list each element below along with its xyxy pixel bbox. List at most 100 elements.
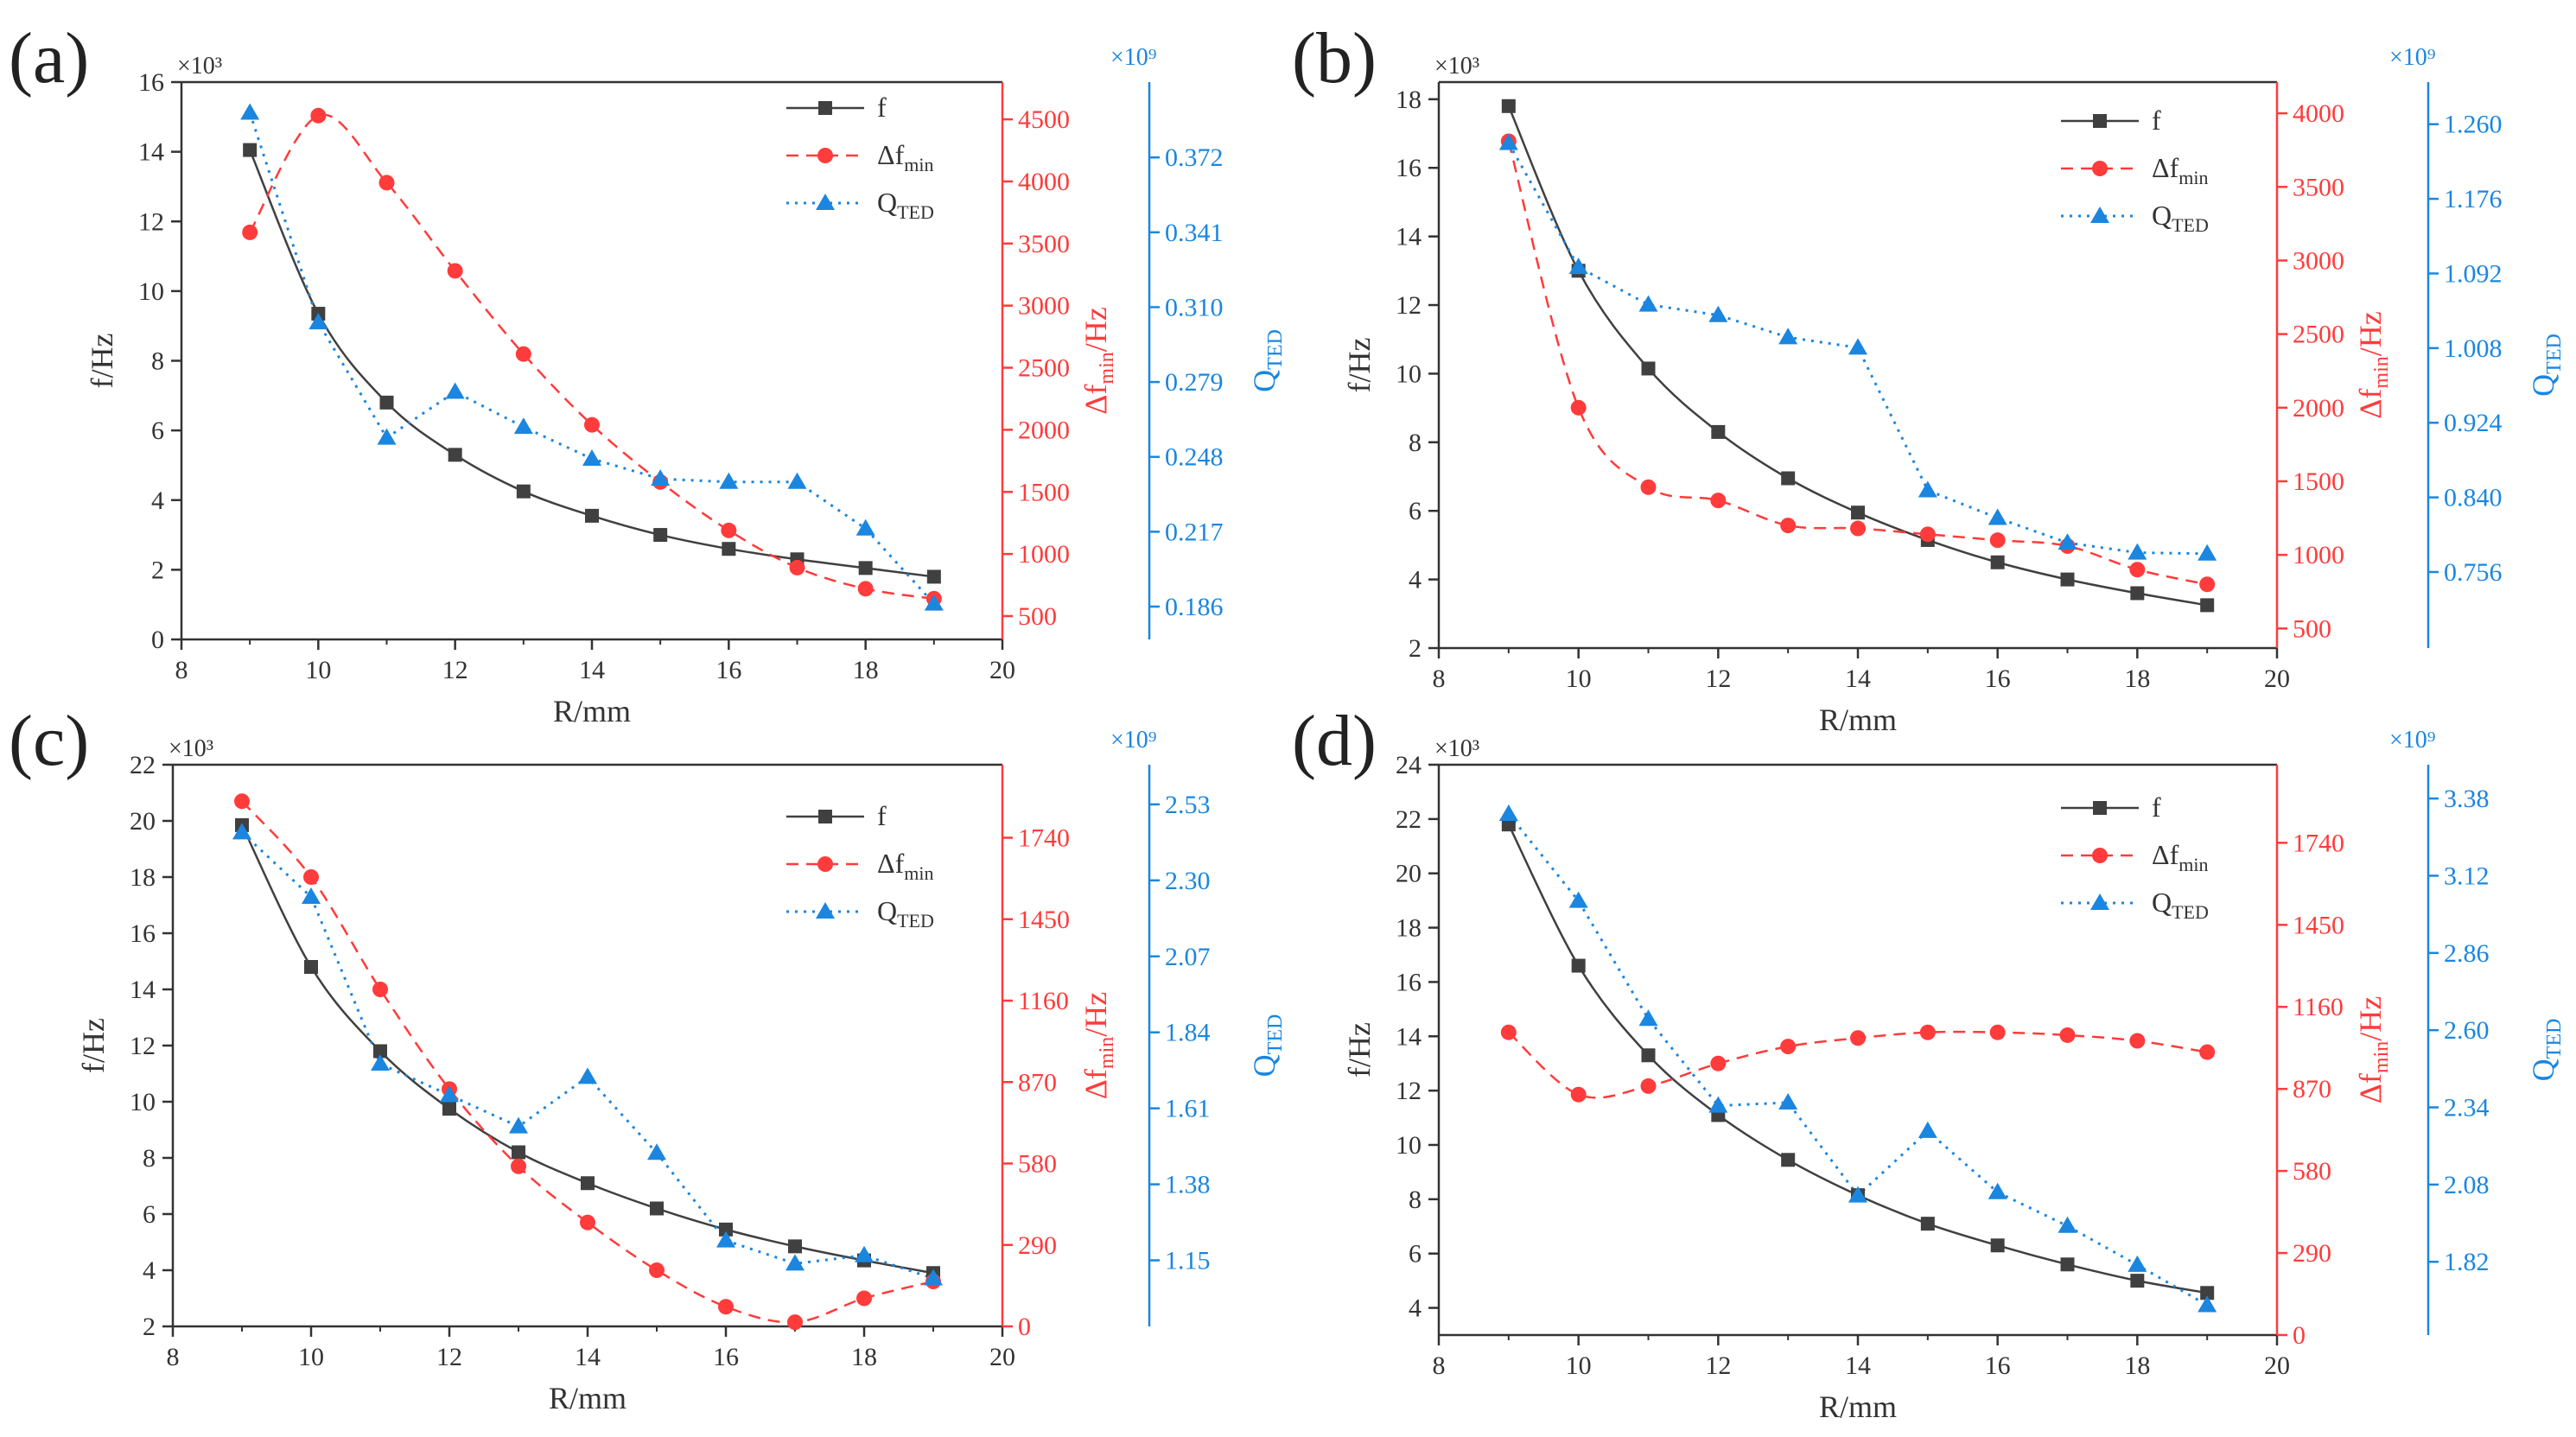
marker-dfmin: [1570, 1086, 1587, 1103]
left-y-tick-label: 2: [151, 556, 164, 584]
legend-label-dfmin: Δfmin: [2152, 839, 2208, 875]
right2-y-tick-label: 1.82: [2444, 1248, 2490, 1276]
marker-dfmin: [2199, 1044, 2216, 1060]
right2-y-tick-label: 0.341: [1165, 219, 1224, 247]
marker-f: [1711, 424, 1726, 439]
x-tick-label: 18: [2124, 664, 2150, 693]
right2-y-tick-label: 1.092: [2444, 259, 2503, 288]
marker-qted: [440, 1085, 459, 1103]
left-y-tick-label: 2: [143, 1313, 156, 1341]
x-tick-label: 8: [175, 656, 188, 684]
right1-y-tick-label: 2000: [2293, 394, 2344, 423]
left-y-tick-label: 18: [130, 863, 156, 892]
panel-label: (c): [9, 701, 89, 781]
right1-y-tick-label: 3500: [2293, 173, 2344, 201]
marker-dfmin: [2199, 576, 2216, 593]
right2-y-tick-label: 0.248: [1165, 443, 1224, 472]
right1-y-tick-label: 290: [1018, 1231, 1057, 1260]
series-line-f: [1507, 105, 2208, 607]
series-line-f: [240, 824, 934, 1275]
legend: f Δfmin QTED: [786, 800, 934, 932]
right2-y-tick-label: 0.372: [1165, 143, 1224, 172]
legend-marker-dfmin: [2092, 161, 2108, 176]
marker-dfmin: [1570, 399, 1587, 416]
marker-qted: [2058, 533, 2077, 550]
legend-label-f: f: [2152, 792, 2161, 823]
right2-y-tick-label: 2.08: [2444, 1171, 2490, 1199]
marker-dfmin: [303, 869, 319, 885]
left-y-tick-label: 20: [130, 807, 156, 836]
panel-label: (b): [1292, 18, 1377, 99]
marker-dfmin: [1850, 520, 1866, 537]
marker-qted: [2198, 544, 2217, 561]
left-y-tick-label: 8: [151, 347, 164, 376]
marker-f: [2060, 572, 2075, 587]
right1-y-tick-label: 1000: [2293, 541, 2344, 569]
legend-marker-f: [2093, 801, 2107, 815]
right1-y-tick-label: 1160: [1018, 987, 1069, 1015]
marker-qted: [578, 1067, 597, 1084]
series-line-f: [1507, 823, 2208, 1294]
marker-dfmin: [2059, 1027, 2076, 1043]
marker-qted: [787, 472, 807, 489]
right1-y-tick-label: 290: [2293, 1239, 2331, 1268]
series-line-dfmin: [241, 800, 934, 1324]
marker-qted: [651, 469, 671, 486]
marker-dfmin: [1850, 1030, 1866, 1046]
marker-f: [1571, 958, 1586, 973]
right2-y-tick-label: 1.38: [1165, 1171, 1211, 1199]
legend-label-qted: QTED: [877, 187, 934, 223]
marker-dfmin: [1710, 493, 1727, 509]
marker-qted: [2128, 543, 2147, 560]
right2-multiplier-label: ×10⁹: [2389, 44, 2436, 71]
right1-y-tick-label: 2000: [1018, 416, 1070, 444]
legend-marker-qted: [2090, 207, 2109, 223]
marker-qted: [509, 1116, 528, 1134]
marker-dfmin: [1780, 518, 1797, 534]
right1-y-tick-label: 1740: [2293, 829, 2344, 857]
marker-qted: [924, 594, 944, 611]
right2-y-tick-label: 2.07: [1165, 943, 1211, 971]
left-y-tick-label: 4: [151, 486, 164, 515]
marker-f: [722, 542, 736, 556]
legend: f Δfmin QTED: [2061, 792, 2209, 923]
left-y-tick-label: 4: [143, 1256, 156, 1285]
marker-f: [1920, 1217, 1935, 1231]
marker-qted: [2058, 1216, 2077, 1233]
marker-qted: [1918, 1121, 1937, 1138]
marker-qted: [1778, 327, 1798, 345]
left-y-tick-label: 10: [130, 1088, 156, 1116]
left-y-tick-label: 10: [1396, 1131, 1422, 1160]
right2-y-axis-title: QTED: [1247, 329, 1287, 392]
marker-f: [581, 1176, 595, 1191]
legend-marker-qted: [816, 902, 835, 919]
marker-f: [2200, 1286, 2215, 1300]
right2-y-tick-label: 1.008: [2444, 334, 2503, 363]
right2-multiplier-label: ×10⁹: [1110, 727, 1157, 753]
series-line-dfmin: [1507, 141, 2208, 586]
legend-marker-f: [818, 101, 832, 115]
left-y-tick-label: 12: [138, 207, 164, 236]
marker-qted: [1568, 891, 1588, 908]
left-y-tick-label: 18: [1396, 914, 1422, 943]
x-tick-label: 8: [1433, 664, 1446, 693]
x-tick-label: 20: [989, 1343, 1015, 1371]
right2-y-tick-label: 2.60: [2444, 1016, 2490, 1045]
left-y-tick-label: 2: [1409, 634, 1422, 663]
x-axis-title: R/mm: [1819, 1389, 1897, 1424]
x-tick-label: 20: [2264, 664, 2290, 693]
marker-dfmin: [1640, 1078, 1657, 1094]
x-tick-label: 12: [1705, 1351, 1731, 1380]
left-y-tick-label: 8: [1409, 1186, 1422, 1214]
legend-label-qted: QTED: [2152, 887, 2209, 923]
left-y-tick-label: 8: [1409, 429, 1422, 457]
right1-y-axis-title: Δfmin/Hz: [1078, 307, 1118, 414]
right2-y-tick-label: 0.279: [1165, 368, 1224, 397]
marker-dfmin: [718, 1299, 734, 1315]
left-y-tick-label: 6: [1409, 497, 1422, 525]
x-tick-label: 14: [579, 656, 605, 684]
legend-label-qted: QTED: [2152, 200, 2209, 236]
right1-y-tick-label: 870: [2293, 1075, 2331, 1103]
panel-c: (c) 8 10 12 14 16 18 20 R/mm 2 4 6 8 10 12 14 16 18 20 22 f/…: [9, 701, 1287, 1415]
marker-f: [1781, 471, 1796, 486]
